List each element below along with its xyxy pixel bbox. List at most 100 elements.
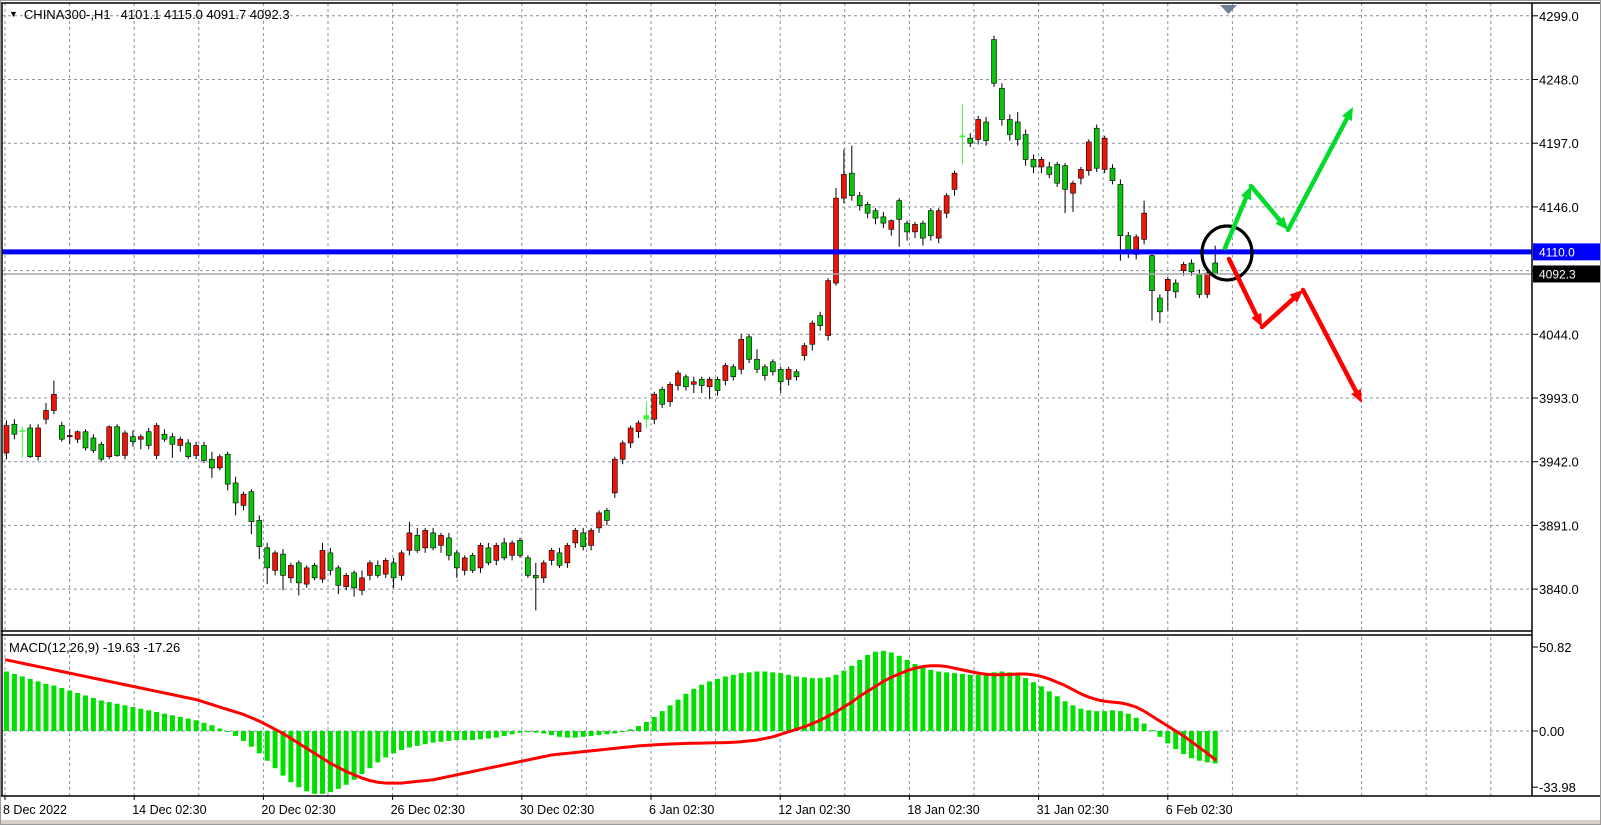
arrow-head-icon: [1240, 186, 1252, 201]
macd-histogram-bar: [478, 731, 483, 740]
macd-histogram-bar: [288, 731, 294, 783]
candle-body: [398, 552, 405, 576]
candle-body: [975, 119, 982, 140]
macd-histogram-bar: [470, 731, 476, 741]
macd-histogram-bar: [683, 693, 689, 731]
candle-body: [319, 550, 326, 580]
macd-histogram-bar: [1204, 731, 1210, 763]
candle-body: [430, 532, 436, 549]
candle-body: [888, 220, 895, 230]
candle-body: [82, 431, 89, 449]
candle-body: [138, 436, 144, 440]
macd-histogram-bar: [928, 669, 934, 731]
macd-histogram-bar: [794, 676, 799, 731]
macd-histogram-bar: [1173, 731, 1179, 750]
candle-body: [580, 532, 587, 547]
candle-body: [801, 345, 808, 356]
candle-body: [920, 222, 926, 239]
macd-signal-line: [5, 658, 1217, 785]
candle-body: [904, 222, 910, 233]
macd-histogram-bar: [564, 731, 570, 738]
price-axis-label: 3840.0: [1539, 582, 1579, 597]
arrow-head-icon: [1289, 290, 1303, 303]
macd-histogram-bar: [636, 726, 641, 731]
macd-histogram-bar: [1125, 713, 1131, 731]
macd-histogram-bar: [438, 731, 444, 742]
hline-price-tag: [1533, 243, 1600, 261]
macd-histogram-bar: [612, 731, 618, 734]
candle-body: [1093, 127, 1100, 169]
candle-body: [327, 552, 334, 571]
candle-body: [564, 545, 571, 564]
candle-body: [201, 445, 207, 461]
macd-histogram-bar: [320, 731, 325, 794]
macd-histogram-bar: [643, 721, 649, 731]
macd-histogram-bar: [11, 673, 17, 731]
macd-histogram-bar: [27, 678, 33, 731]
price-axis-label: 4248.0: [1539, 73, 1579, 88]
candle-body: [1149, 255, 1155, 291]
candle-body: [224, 453, 231, 485]
macd-histogram-bar: [533, 731, 539, 733]
candle-body: [469, 555, 476, 571]
macd-histogram-bar: [1023, 678, 1029, 731]
candle-body: [1014, 121, 1021, 140]
macd-histogram-bar: [1015, 674, 1021, 731]
macd-histogram-bar: [162, 713, 167, 731]
candle-body: [777, 368, 784, 383]
macd-histogram-bar: [248, 731, 254, 747]
candle-body: [619, 442, 626, 460]
candle-body: [943, 195, 950, 214]
macd-histogram-bar: [778, 673, 784, 731]
arrow-head-icon: [1251, 312, 1262, 327]
arrow-segment: [1248, 183, 1282, 223]
macd-histogram-bar: [241, 731, 246, 741]
macd-histogram-bar: [375, 731, 381, 763]
symbol-dropdown-icon[interactable]: ▼: [9, 9, 18, 19]
candle-body: [833, 197, 839, 284]
candle-body: [967, 137, 974, 144]
macd-histogram-bar: [280, 731, 286, 776]
candle-body: [3, 425, 10, 454]
macd-histogram-bar: [659, 711, 665, 731]
macd-histogram-bar: [406, 731, 412, 748]
macd-histogram-bar: [833, 674, 839, 731]
candle-body: [912, 224, 918, 233]
candle-body: [477, 545, 484, 569]
candle-body: [604, 510, 610, 521]
macd-histogram-bar: [383, 731, 389, 758]
candle-body: [1054, 164, 1060, 184]
macd-histogram-bar: [43, 683, 49, 731]
macd-histogram-bar: [1078, 708, 1084, 731]
macd-histogram-bar: [1165, 731, 1171, 744]
macd-histogram-bar: [1117, 711, 1123, 731]
candle-body: [27, 427, 34, 458]
candle-body: [288, 565, 294, 579]
candle-body: [517, 540, 523, 556]
price-axis-label: 3891.0: [1539, 518, 1579, 533]
candle-body: [754, 358, 760, 370]
candle-body: [525, 557, 531, 576]
candle-body: [185, 442, 191, 458]
candle-body: [161, 433, 168, 440]
macd-histogram-bar: [19, 676, 25, 731]
macd-histogram-bar: [699, 684, 705, 731]
candle-body: [240, 493, 247, 506]
time-axis-label: 6 Jan 02:30: [649, 803, 714, 817]
macd-histogram-bar: [1189, 731, 1194, 759]
macd-histogram-bar: [154, 711, 160, 731]
candle-body: [572, 530, 579, 544]
candle-body: [43, 410, 49, 420]
macd-histogram-bar: [549, 731, 555, 736]
candle-body: [461, 557, 468, 571]
macd-histogram-bar: [1212, 731, 1218, 764]
macd-histogram-bar: [722, 676, 728, 731]
candle-body: [588, 530, 594, 546]
candle-body: [501, 542, 508, 559]
candle-body: [659, 388, 666, 405]
macd-histogram-bar: [509, 731, 515, 735]
macd-histogram-bar: [841, 670, 847, 731]
bid-price-tag-text: 4092.3: [1539, 267, 1576, 281]
